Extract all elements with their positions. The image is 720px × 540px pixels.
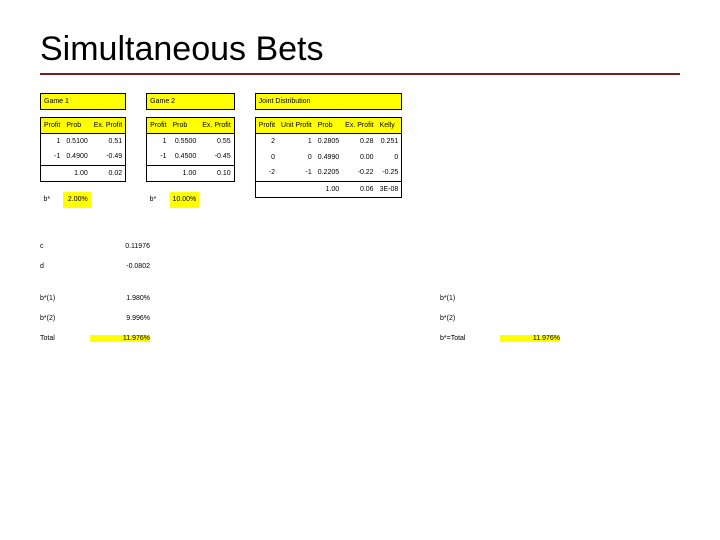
game1-bstar-value: 2.00% (63, 192, 90, 208)
table-cell: 0.10 (199, 166, 234, 182)
game2-col0: Profit (147, 118, 170, 134)
table-cell: 0.2205 (315, 166, 342, 182)
game1-table: Game 1 Profit Prob Ex. Profit 1 0.5100 0… (40, 93, 126, 208)
table-cell: 0.5500 (170, 134, 200, 150)
table-cell: -0.25 (377, 166, 402, 182)
table-cell: -0.45 (199, 150, 234, 166)
b2-value: 9.996% (90, 315, 150, 322)
game1-col2: Ex. Profit (91, 118, 126, 134)
table-cell: 1.00 (315, 182, 342, 198)
game1-col1: Prob (63, 118, 90, 134)
table-cell (41, 166, 64, 182)
table-cell: 0.4900 (63, 150, 90, 166)
table-cell: 0.251 (377, 134, 402, 150)
joint-col3: Ex. Profit (342, 118, 376, 134)
table-cell: 0.4500 (170, 150, 200, 166)
game2-col2: Ex. Profit (199, 118, 234, 134)
table-cell: 0.28 (342, 134, 376, 150)
table-cell: 3E-08 (377, 182, 402, 198)
total-label: Total (40, 335, 90, 342)
table-cell: -1 (278, 166, 315, 182)
table-cell: -2 (255, 166, 278, 182)
table-cell: 0.00 (342, 150, 376, 166)
totalr-label: b*=Total (440, 335, 500, 342)
b1-label: b*(1) (40, 295, 90, 302)
game2-bstar-value: 10.00% (170, 192, 200, 208)
table-cell: -1 (41, 150, 64, 166)
table-cell: 2 (255, 134, 278, 150)
c-value: 0.11976 (90, 243, 150, 250)
table-cell (255, 182, 278, 198)
table-cell: 0 (377, 150, 402, 166)
table-cell: 0.5100 (63, 134, 90, 150)
table-cell: 0.02 (91, 166, 126, 182)
totalr-value: 11.976% (500, 335, 560, 342)
table-cell: 1 (41, 134, 64, 150)
tables-container: Game 1 Profit Prob Ex. Profit 1 0.5100 0… (40, 93, 680, 208)
d-label: d (40, 263, 90, 270)
table-cell: 0.2805 (315, 134, 342, 150)
game2-bstar-label: b* (147, 192, 170, 208)
b1r-label: b*(1) (440, 295, 500, 302)
table-cell: 0.4990 (315, 150, 342, 166)
slide-title: Simultaneous Bets (40, 30, 680, 75)
table-cell: 1 (147, 134, 170, 150)
b2r-label: b*(2) (440, 315, 500, 322)
table-cell: -0.49 (91, 150, 126, 166)
table-cell: 0.51 (91, 134, 126, 150)
c-label: c (40, 243, 90, 250)
table-cell: 0 (255, 150, 278, 166)
table-cell: 1.00 (63, 166, 90, 182)
summary-section: c 0.11976 d -0.0802 b*(1) 1.980% b*(1) b… (40, 238, 680, 348)
table-cell (147, 166, 170, 182)
game1-bstar-label: b* (41, 192, 64, 208)
joint-col0: Profit (255, 118, 278, 134)
table-cell: 1.00 (170, 166, 200, 182)
game1-header: Game 1 (41, 94, 126, 110)
game2-header: Game 2 (147, 94, 235, 110)
b2-label: b*(2) (40, 315, 90, 322)
table-cell: -0.22 (342, 166, 376, 182)
table-cell: 0 (278, 150, 315, 166)
b1-value: 1.980% (90, 295, 150, 302)
joint-col4: Kelly (377, 118, 402, 134)
table-cell (278, 182, 315, 198)
game2-col1: Prob (170, 118, 200, 134)
joint-col2: Prob (315, 118, 342, 134)
table-cell: 0.06 (342, 182, 376, 198)
table-cell: 0.55 (199, 134, 234, 150)
d-value: -0.0802 (90, 263, 150, 270)
table-cell: 1 (278, 134, 315, 150)
joint-header: Joint Distribution (255, 94, 402, 110)
table-cell: -1 (147, 150, 170, 166)
joint-table: Joint Distribution Profit Unit Profit Pr… (255, 93, 403, 198)
game2-table: Game 2 Profit Prob Ex. Profit 1 0.5500 0… (146, 93, 235, 208)
joint-col1: Unit Profit (278, 118, 315, 134)
game1-col0: Profit (41, 118, 64, 134)
total-value: 11.976% (90, 335, 150, 342)
